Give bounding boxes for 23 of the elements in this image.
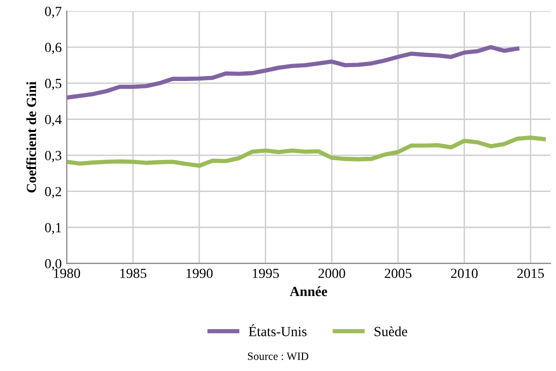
- y-tick-label: 0,5: [45, 78, 62, 90]
- x-tick-label: 1985: [120, 268, 146, 278]
- y-tick-label: 0,7: [45, 6, 62, 18]
- y-tick-label: 0,4: [45, 114, 62, 126]
- x-tick-label: 1980: [54, 268, 80, 278]
- y-tick-label: 0,1: [45, 222, 62, 234]
- y-axis-title: Coefficient de Gini: [26, 82, 36, 193]
- y-tick-label: 0,2: [45, 186, 62, 198]
- legend-label: États-Unis: [248, 324, 307, 336]
- y-tick-label: 0,3: [45, 150, 62, 162]
- y-tick-label: 0,6: [45, 42, 62, 54]
- y-tick-label: 0,0: [45, 258, 62, 270]
- legend-label: Suède: [374, 326, 408, 336]
- x-tick-label: 1995: [252, 268, 279, 278]
- x-tick-label: 2015: [517, 268, 544, 278]
- line-series: [66, 136, 546, 168]
- line-series: [66, 45, 520, 100]
- source-note: Source : WID: [248, 352, 308, 360]
- x-tick-label: 2000: [318, 268, 346, 278]
- x-tick-label: 2010: [451, 268, 478, 278]
- x-tick-label: 1990: [186, 268, 213, 278]
- x-axis-title: Année: [290, 286, 328, 296]
- x-tick-label: 2005: [384, 268, 412, 278]
